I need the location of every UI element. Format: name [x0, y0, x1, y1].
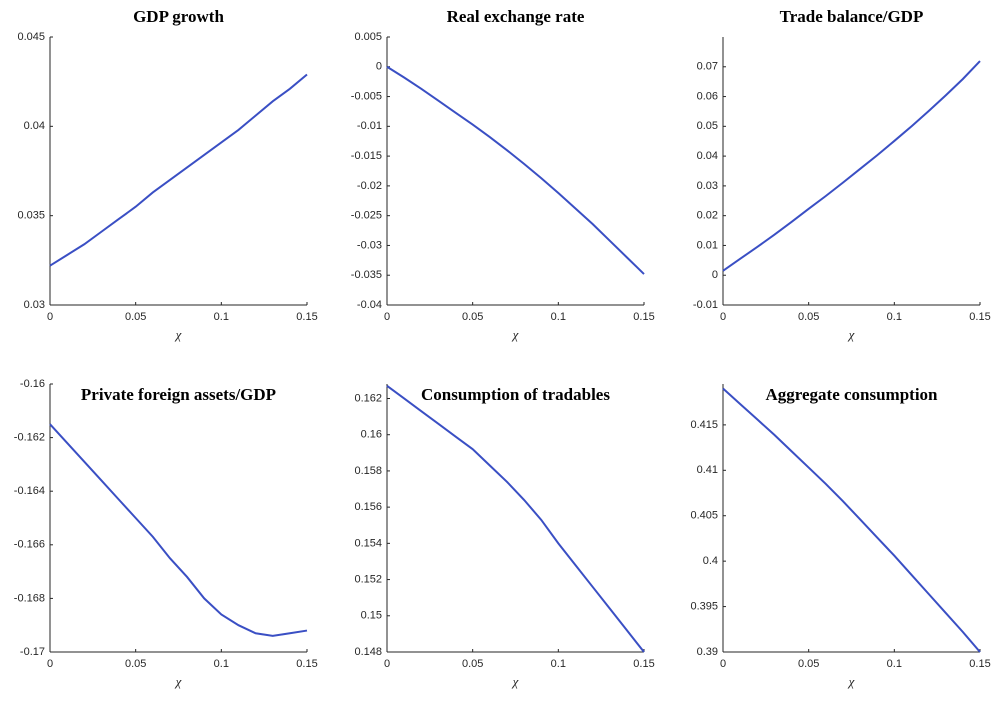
y-tick-label: 0.39 [697, 646, 718, 658]
y-tick-label: 0.148 [354, 646, 382, 658]
x-tick-label: 0.15 [296, 311, 317, 323]
x-tick-label: 0.1 [551, 658, 566, 670]
x-tick-label: 0.1 [887, 658, 902, 670]
x-tick-label: 0 [47, 658, 53, 670]
y-tick-label: -0.015 [351, 150, 382, 162]
x-axis-label: χ [511, 327, 519, 342]
x-tick-label: 0.15 [633, 658, 654, 670]
y-tick-label: 0.158 [354, 465, 382, 477]
x-tick-label: 0.15 [296, 658, 317, 670]
y-tick-label: -0.04 [357, 299, 382, 311]
y-tick-label: 0.15 [361, 610, 382, 622]
x-axis-label: χ [174, 327, 182, 342]
y-tick-label: 0.154 [354, 537, 382, 549]
x-tick-label: 0.05 [462, 311, 483, 323]
y-tick-label: 0.152 [354, 573, 382, 585]
y-tick-label: -0.035 [351, 269, 382, 281]
x-tick-label: 0 [384, 311, 390, 323]
x-tick-label: 0.15 [633, 311, 654, 323]
y-tick-label: 0.04 [697, 150, 718, 162]
y-tick-label: -0.03 [357, 239, 382, 251]
y-tick-label: 0.405 [690, 510, 718, 522]
data-line [722, 60, 981, 272]
chart-title: Consumption of tradables [421, 385, 610, 404]
data-line [386, 385, 645, 653]
data-line [49, 73, 308, 267]
y-tick-label: 0.035 [17, 210, 45, 222]
y-tick-label: 0.16 [361, 429, 382, 441]
y-tick-label: -0.005 [351, 90, 382, 102]
x-tick-label: 0 [720, 658, 726, 670]
x-tick-label: 0.05 [798, 311, 819, 323]
y-tick-label: 0.02 [697, 210, 718, 222]
y-tick-label: 0.03 [697, 180, 718, 192]
y-tick-label: 0 [712, 269, 718, 281]
y-tick-label: -0.01 [357, 120, 382, 132]
y-tick-label: 0.4 [703, 555, 718, 567]
x-tick-label: 0.15 [969, 658, 990, 670]
y-tick-label: 0.04 [24, 120, 45, 132]
y-tick-label: 0.162 [354, 392, 382, 404]
data-line [49, 423, 308, 637]
y-tick-label: 0.005 [354, 31, 382, 43]
y-tick-label: -0.162 [14, 432, 45, 444]
y-tick-label: 0 [376, 61, 382, 73]
x-tick-label: 0.15 [969, 311, 990, 323]
y-tick-label: -0.166 [14, 539, 45, 551]
x-axis-label: χ [847, 674, 855, 689]
data-line [386, 65, 645, 275]
x-tick-label: 0.1 [551, 311, 566, 323]
y-tick-label: 0.03 [24, 299, 45, 311]
y-tick-label: -0.168 [14, 592, 45, 604]
y-tick-label: -0.16 [20, 378, 45, 390]
chart-title: GDP growth [133, 7, 224, 26]
x-axis-label: χ [847, 327, 855, 342]
x-tick-label: 0.05 [125, 658, 146, 670]
x-tick-label: 0.05 [462, 658, 483, 670]
y-tick-label: 0.06 [697, 90, 718, 102]
y-tick-label: 0.41 [697, 464, 718, 476]
y-tick-label: 0.415 [690, 419, 718, 431]
y-tick-label: 0.01 [697, 239, 718, 251]
x-tick-label: 0.05 [125, 311, 146, 323]
chart-title: Real exchange rate [447, 7, 585, 26]
x-axis-label: χ [174, 674, 182, 689]
chart-title: Aggregate consumption [765, 385, 938, 404]
chart-title: Trade balance/GDP [780, 7, 924, 26]
x-tick-label: 0.05 [798, 658, 819, 670]
y-tick-label: -0.17 [20, 646, 45, 658]
x-tick-label: 0.1 [214, 658, 229, 670]
x-tick-label: 0 [720, 311, 726, 323]
chart-title: Private foreign assets/GDP [81, 385, 276, 404]
y-tick-label: 0.05 [697, 120, 718, 132]
y-tick-label: -0.164 [14, 485, 45, 497]
y-tick-label: -0.025 [351, 210, 382, 222]
y-tick-label: -0.01 [693, 299, 718, 311]
y-tick-label: 0.07 [697, 61, 718, 73]
x-tick-label: 0.1 [214, 311, 229, 323]
x-axis-label: χ [511, 674, 519, 689]
x-tick-label: 0 [47, 311, 53, 323]
y-tick-label: 0.156 [354, 501, 382, 513]
y-tick-label: 0.395 [690, 600, 718, 612]
y-tick-label: -0.02 [357, 180, 382, 192]
y-tick-label: 0.045 [17, 31, 45, 43]
data-line [722, 387, 981, 653]
x-tick-label: 0 [384, 658, 390, 670]
x-tick-label: 0.1 [887, 311, 902, 323]
